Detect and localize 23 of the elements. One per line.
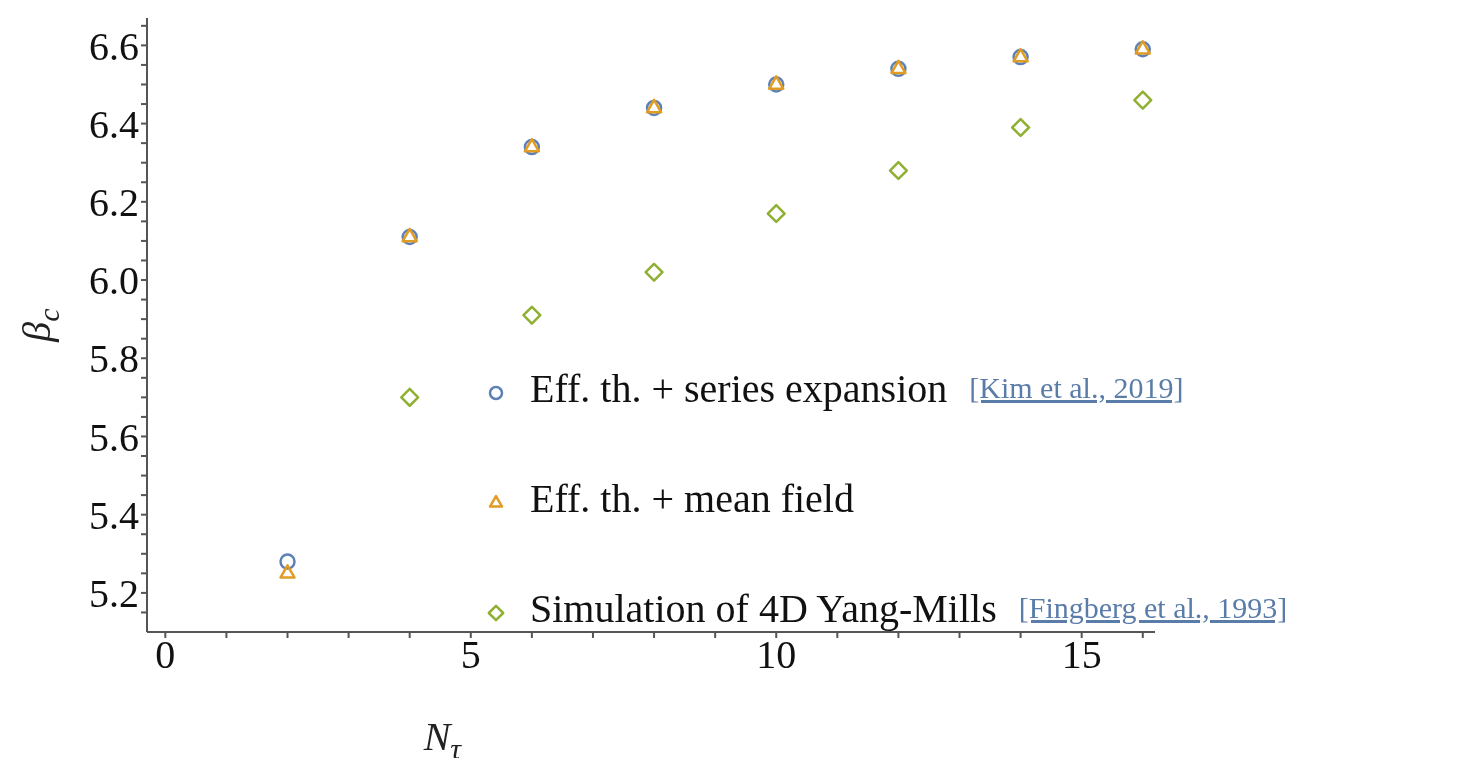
point <box>644 262 664 282</box>
x-tick-label: 5 <box>460 632 481 678</box>
point <box>1010 117 1031 138</box>
x-tick-label: 15 <box>1061 632 1102 678</box>
point <box>522 305 542 325</box>
y-tick-label: 6.0 <box>89 258 139 304</box>
y-tick-label: 5.4 <box>89 492 139 538</box>
y-tick-label: 5.2 <box>89 571 139 617</box>
legend-label: Eff. th. + mean field <box>530 474 854 522</box>
y-tick-label: 6.4 <box>89 101 139 147</box>
legend-label: Eff. th. + series expansion [Kim et al., 2019] <box>530 364 1184 412</box>
y-tick-label: 6.6 <box>89 23 139 69</box>
point <box>766 203 786 224</box>
x-tick-label: 0 <box>155 632 176 678</box>
y-tick-label: 6.2 <box>89 180 139 226</box>
y-tick-label: 5.6 <box>89 414 139 460</box>
y-tick-label: 5.8 <box>89 336 139 382</box>
point <box>888 160 909 181</box>
legend-label: Simulation of 4D Yang-Mills [Fingberg et al., 1993] <box>530 584 1288 632</box>
x-tick-label: 10 <box>756 632 797 678</box>
point <box>400 387 420 407</box>
point <box>1133 90 1153 110</box>
point <box>279 564 296 579</box>
